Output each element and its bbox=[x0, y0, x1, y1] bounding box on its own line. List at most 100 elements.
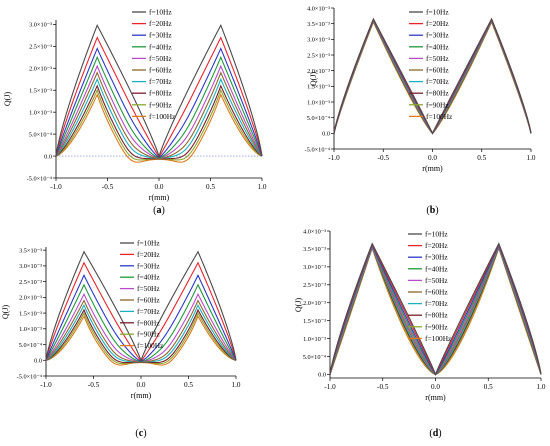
y-tick-label: 2.0×10⁻³ bbox=[307, 68, 330, 75]
y-tick-label: 1.0×10⁻³ bbox=[303, 336, 326, 343]
x-tick-label: -1.0 bbox=[328, 154, 340, 162]
y-tick-label: 3.5×10⁻³ bbox=[19, 247, 42, 254]
legend-label: f=100Hz bbox=[426, 112, 453, 121]
legend-label: f=10Hz bbox=[149, 8, 172, 17]
x-tick-label: -0.5 bbox=[102, 183, 114, 191]
legend-label: f=80Hz bbox=[425, 311, 448, 320]
legend-label: f=10Hz bbox=[425, 230, 448, 239]
y-tick-label: 1.5×10⁻³ bbox=[29, 88, 52, 95]
y-tick-label: 2.0×10⁻³ bbox=[19, 295, 42, 302]
y-tick-label: 5.0×10⁻⁴ bbox=[29, 131, 53, 138]
y-tick-label: 2.5×10⁻³ bbox=[19, 279, 42, 286]
legend-label: f=80Hz bbox=[137, 318, 160, 327]
y-axis-title: Q(J) bbox=[1, 305, 10, 320]
legend-label: f=40Hz bbox=[137, 273, 160, 282]
x-tick-label: -1.0 bbox=[50, 183, 62, 191]
legend-label: f=90Hz bbox=[137, 330, 160, 339]
y-tick-label: 3.0×10⁻³ bbox=[303, 264, 326, 271]
y-tick-label: 3.0×10⁻³ bbox=[307, 37, 330, 44]
series-line bbox=[55, 23, 263, 159]
legend-label: f=30Hz bbox=[425, 253, 448, 262]
legend-label: f=90Hz bbox=[425, 322, 448, 331]
legend-label: f=70Hz bbox=[426, 77, 449, 86]
legend-label: f=100Hz bbox=[149, 112, 176, 121]
legend-label: f=80Hz bbox=[149, 89, 172, 98]
legend-label: f=60Hz bbox=[137, 296, 160, 305]
legend-label: f=50Hz bbox=[149, 54, 172, 63]
legend-label: f=90Hz bbox=[426, 100, 449, 109]
legend-label: f=20Hz bbox=[425, 241, 448, 250]
x-axis-title: r(mm) bbox=[149, 193, 170, 202]
legend-label: f=50Hz bbox=[425, 276, 448, 285]
panel-caption: (b) bbox=[426, 205, 438, 216]
y-tick-label: 4.0×10⁻³ bbox=[307, 5, 330, 12]
legend-label: f=80Hz bbox=[426, 89, 449, 98]
y-tick-label: -5.0×10⁻⁴ bbox=[17, 373, 43, 380]
x-tick-label: 0.0 bbox=[428, 154, 437, 162]
legend-label: f=30Hz bbox=[149, 31, 172, 40]
x-tick-label: 0.0 bbox=[155, 183, 164, 191]
x-tick-label: 1.0 bbox=[232, 381, 241, 389]
x-axis-title: r(mm) bbox=[422, 164, 443, 173]
y-axis-title: Q(J) bbox=[294, 298, 303, 313]
y-tick-label: 1.0×10⁻³ bbox=[19, 326, 42, 333]
y-tick-label: 2.0×10⁻³ bbox=[303, 300, 326, 307]
series-line bbox=[333, 17, 532, 135]
legend-label: f=60Hz bbox=[149, 66, 172, 75]
x-tick-label: 0.5 bbox=[184, 381, 193, 389]
y-axis-title: Q(J) bbox=[309, 72, 318, 87]
y-tick-label: 2.0×10⁻³ bbox=[29, 66, 52, 73]
x-tick-label: -0.5 bbox=[378, 154, 390, 162]
x-tick-label: -0.5 bbox=[88, 381, 100, 389]
y-tick-label: 3.0×10⁻³ bbox=[29, 22, 52, 29]
y-tick-label: 1.5×10⁻³ bbox=[303, 318, 326, 325]
chart-panel-c: -1.0 -0.5 0.0 0.5 1.0 -5.0×10⁻⁴ 0.0 5.0×10⁻⁴ 1.0… bbox=[1, 239, 241, 440]
y-tick-label: 0.0 bbox=[34, 358, 42, 365]
legend-label: f=70Hz bbox=[149, 77, 172, 86]
x-tick-label: 0.0 bbox=[137, 381, 146, 389]
x-tick-label: 0.0 bbox=[431, 383, 440, 391]
legend-label: f=10Hz bbox=[426, 8, 449, 17]
x-tick-label: -1.0 bbox=[324, 383, 336, 391]
x-tick-label: -0.5 bbox=[377, 383, 389, 391]
y-tick-label: 2.5×10⁻³ bbox=[29, 44, 52, 51]
legend-label: f=40Hz bbox=[425, 264, 448, 273]
y-tick-label: 1.5×10⁻³ bbox=[19, 310, 42, 317]
y-tick-label: -5.0×10⁻⁴ bbox=[305, 146, 331, 153]
y-tick-label: 0.0 bbox=[322, 131, 330, 138]
legend-label: f=10Hz bbox=[137, 239, 160, 248]
y-tick-label: 2.5×10⁻³ bbox=[303, 282, 326, 289]
x-tick-label: 0.5 bbox=[477, 154, 486, 162]
legend-label: f=60Hz bbox=[426, 66, 449, 75]
legend-label: f=20Hz bbox=[137, 250, 160, 259]
chart-panel-b: -1.0 -0.5 0.0 0.5 1.0 -5.0×10⁻⁴ 0.0 5.0×10⁻⁴ 1.0… bbox=[305, 5, 536, 216]
legend-label: f=40Hz bbox=[426, 42, 449, 51]
legend-label: f=50Hz bbox=[137, 284, 160, 293]
legend-label: f=40Hz bbox=[149, 42, 172, 51]
y-tick-label: 0.0 bbox=[318, 372, 326, 379]
y-tick-label: 5.0×10⁻⁴ bbox=[303, 354, 327, 361]
x-axis-title: r(mm) bbox=[131, 391, 152, 400]
panel-caption: (d) bbox=[429, 428, 441, 439]
x-tick-label: -1.0 bbox=[40, 381, 52, 389]
y-tick-label: 3.5×10⁻³ bbox=[307, 21, 330, 28]
y-tick-label: 3.0×10⁻³ bbox=[19, 263, 42, 270]
legend-label: f=70Hz bbox=[425, 299, 448, 308]
y-tick-label: 1.0×10⁻³ bbox=[307, 99, 330, 106]
legend-label: f=50Hz bbox=[426, 54, 449, 63]
legend-label: f=30Hz bbox=[426, 31, 449, 40]
x-tick-label: 0.5 bbox=[206, 183, 215, 191]
y-tick-label: 0.0 bbox=[44, 153, 52, 160]
legend-label: f=20Hz bbox=[426, 19, 449, 28]
y-tick-label: 2.5×10⁻³ bbox=[307, 52, 330, 59]
x-axis-title: r(mm) bbox=[425, 393, 446, 402]
y-tick-label: 4.0×10⁻³ bbox=[303, 228, 326, 235]
legend-label: f=60Hz bbox=[425, 288, 448, 297]
y-tick-label: 5.0×10⁻⁴ bbox=[19, 342, 43, 349]
series-line bbox=[45, 250, 237, 363]
legend-label: f=90Hz bbox=[149, 100, 172, 109]
y-axis-title: Q(J) bbox=[3, 92, 12, 107]
x-tick-label: 1.0 bbox=[527, 154, 536, 162]
y-tick-label: 1.0×10⁻³ bbox=[29, 109, 52, 116]
